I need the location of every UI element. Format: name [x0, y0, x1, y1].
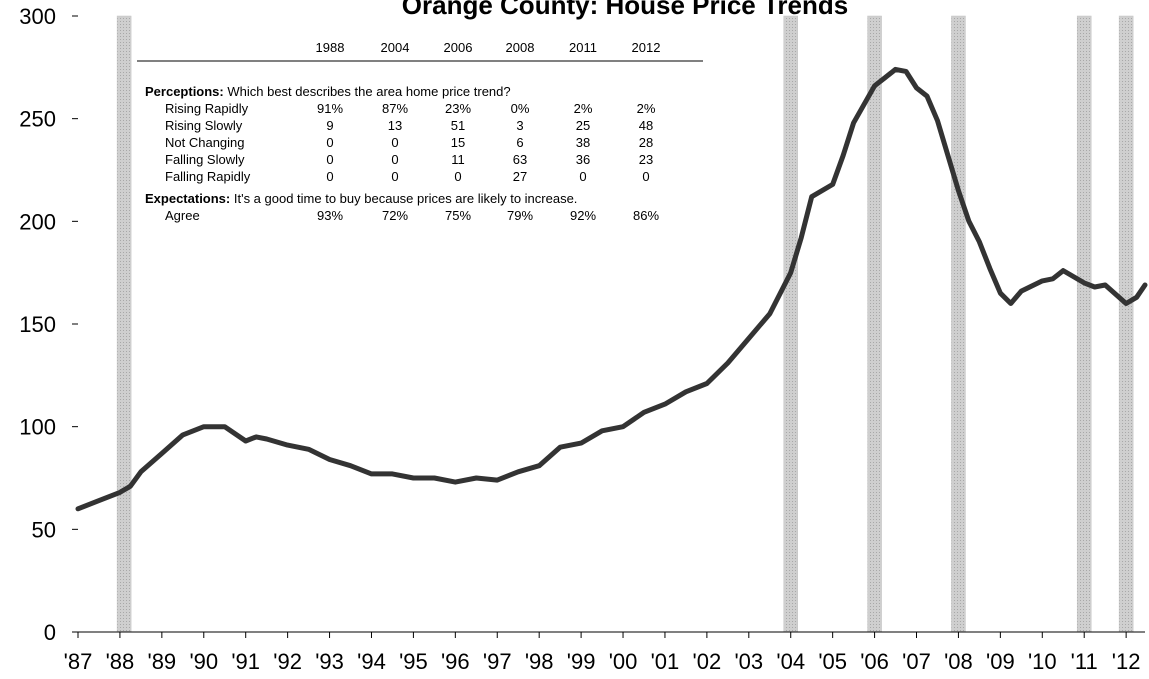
x-tick-label: '94 — [357, 649, 386, 674]
table-cell: 79% — [507, 208, 533, 223]
y-tick-label: 150 — [19, 312, 56, 337]
table-cell: 87% — [382, 101, 408, 116]
y-tick-label: 100 — [19, 415, 56, 440]
row-label: Rising Slowly — [165, 118, 243, 133]
table-cell: 0 — [391, 169, 398, 184]
x-tick-label: '10 — [1028, 649, 1057, 674]
x-tick-label: '02 — [693, 649, 722, 674]
survey-band — [867, 15, 882, 633]
survey-band — [116, 15, 132, 633]
table-cell: 27 — [513, 169, 527, 184]
table-header: 2008 — [506, 40, 535, 55]
x-tick-label: '03 — [734, 649, 763, 674]
x-tick-label: '12 — [1112, 649, 1141, 674]
table-cell: 93% — [317, 208, 343, 223]
y-tick-label: 300 — [19, 4, 56, 29]
table-cell: 0 — [326, 135, 333, 150]
table-cell: 3 — [516, 118, 523, 133]
x-tick-label: '98 — [525, 649, 554, 674]
x-tick-label: '91 — [231, 649, 260, 674]
x-tick-label: '06 — [860, 649, 889, 674]
row-label: Rising Rapidly — [165, 101, 249, 116]
table-cell: 38 — [576, 135, 590, 150]
table-cell: 11 — [451, 152, 465, 167]
table-cell: 0% — [511, 101, 530, 116]
table-cell: 36 — [576, 152, 590, 167]
y-tick-label: 200 — [19, 209, 56, 234]
x-tick-label: '04 — [776, 649, 805, 674]
chart-title: Orange County: House Price Trends — [402, 0, 848, 20]
table-cell: 2% — [574, 101, 593, 116]
x-tick-label: '87 — [64, 649, 93, 674]
section-heading: Perceptions: Which best describes the ar… — [145, 84, 511, 99]
survey-band — [1076, 15, 1092, 633]
x-tick-label: '97 — [483, 649, 512, 674]
table-cell: 23% — [445, 101, 471, 116]
x-tick-label: '99 — [567, 649, 596, 674]
table-cell: 0 — [326, 152, 333, 167]
section-label: Expectations: — [145, 191, 230, 206]
x-tick-label: '95 — [399, 649, 428, 674]
table-cell: 6 — [516, 135, 523, 150]
x-tick-label: '96 — [441, 649, 470, 674]
x-tick-label: '00 — [609, 649, 638, 674]
row-label: Agree — [165, 208, 200, 223]
section-label: Perceptions: — [145, 84, 224, 99]
table-cell: 0 — [391, 135, 398, 150]
x-tick-label: '93 — [315, 649, 344, 674]
table-cell: 13 — [388, 118, 402, 133]
y-tick-label: 250 — [19, 107, 56, 132]
table-cell: 0 — [454, 169, 461, 184]
row-label: Falling Slowly — [165, 152, 245, 167]
survey-band — [951, 15, 966, 633]
x-tick-label: '89 — [148, 649, 177, 674]
price-line — [75, 66, 1148, 512]
y-tick-label: 50 — [32, 517, 56, 542]
x-tick-label: '92 — [273, 649, 302, 674]
table-cell: 25 — [576, 118, 590, 133]
survey-band — [1118, 15, 1134, 633]
table-cell: 0 — [391, 152, 398, 167]
x-tick-label: '01 — [651, 649, 680, 674]
table-header: 2012 — [632, 40, 661, 55]
row-label: Not Changing — [165, 135, 245, 150]
section-heading: Expectations: It's a good time to buy be… — [145, 191, 577, 206]
table-cell: 9 — [326, 118, 333, 133]
table-header: 2006 — [444, 40, 473, 55]
section-text: Which best describes the area home price… — [224, 84, 511, 99]
table-cell: 0 — [642, 169, 649, 184]
x-tick-label: '88 — [106, 649, 135, 674]
table-cell: 0 — [326, 169, 333, 184]
x-tick-label: '07 — [902, 649, 931, 674]
section-text: It's a good time to buy because prices a… — [230, 191, 577, 206]
table-cell: 75% — [445, 208, 471, 223]
table-cell: 28 — [639, 135, 653, 150]
table-cell: 23 — [639, 152, 653, 167]
table-cell: 15 — [451, 135, 465, 150]
table-cell: 92% — [570, 208, 596, 223]
table-cell: 48 — [639, 118, 653, 133]
table-cell: 2% — [637, 101, 656, 116]
table-cell: 0 — [579, 169, 586, 184]
table-header: 2011 — [569, 40, 597, 55]
x-tick-label: '08 — [944, 649, 973, 674]
x-tick-label: '09 — [986, 649, 1015, 674]
table-header: 1988 — [316, 40, 345, 55]
table-header: 2004 — [381, 40, 410, 55]
table-cell: 86% — [633, 208, 659, 223]
y-tick-label: 0 — [44, 620, 56, 645]
survey-band — [783, 15, 798, 633]
table-cell: 51 — [451, 118, 465, 133]
table-cell: 72% — [382, 208, 408, 223]
x-tick-label: '11 — [1071, 649, 1098, 674]
table-cell: 63 — [513, 152, 527, 167]
row-label: Falling Rapidly — [165, 169, 251, 184]
table-cell: 91% — [317, 101, 343, 116]
x-tick-label: '90 — [189, 649, 218, 674]
x-tick-label: '05 — [818, 649, 847, 674]
